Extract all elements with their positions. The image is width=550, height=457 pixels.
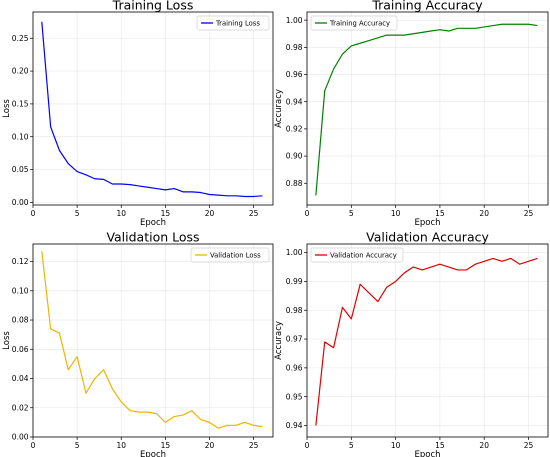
validation-accuracy-y-axis-label: Accuracy xyxy=(274,321,284,360)
training-loss-y-tick-label: 0.00 xyxy=(12,198,29,207)
training-loss-legend-box xyxy=(196,15,270,31)
training-loss-y-tick-label: 0.10 xyxy=(12,132,29,141)
training-accuracy-panel: 0 5 10 15 20 25 0.88 0.90 0.92 0.94 0.96 0.98 1.00 Tr… xyxy=(274,0,549,228)
validation-accuracy-x-tick-label: 25 xyxy=(524,441,534,450)
training-loss-series-line-training-loss xyxy=(41,21,263,198)
validation-accuracy-legend-label: Validation Accuracy xyxy=(330,251,397,259)
training-accuracy-x-tick-label: 15 xyxy=(435,209,445,218)
validation-accuracy-legend: Validation Accuracy xyxy=(310,247,404,263)
training-loss-x-tick-label: 10 xyxy=(116,209,126,218)
training-accuracy-y-axis-label: Accuracy xyxy=(274,89,284,128)
validation-loss-y-tick-label: 0.06 xyxy=(12,345,29,354)
training-loss-y-tick-label: 0.25 xyxy=(12,34,29,43)
training-accuracy-legend-label: Training Accuracy xyxy=(329,19,390,27)
validation-accuracy-legend-box xyxy=(310,247,404,263)
training-accuracy-legend-box xyxy=(310,15,398,31)
validation-loss-y-axis-label: Loss xyxy=(2,331,12,350)
validation-loss-y-tick-label: 0.10 xyxy=(12,286,29,295)
training-accuracy-y-tick-label: 1.00 xyxy=(286,16,303,25)
validation-accuracy-panel: 0 5 10 15 20 25 0.94 0.95 0.96 0.97 0.98 0.99 1.00 Va… xyxy=(274,230,549,457)
training-loss-y-axis-label: Loss xyxy=(2,99,12,118)
validation-accuracy-y-tick-label: 0.97 xyxy=(286,335,303,344)
validation-loss-x-tick-label: 15 xyxy=(161,441,171,450)
training-accuracy-x-tick-label: 10 xyxy=(391,209,401,218)
validation-accuracy-y-tick-label: 0.94 xyxy=(286,421,303,430)
training-loss-x-axis-label: Epoch xyxy=(140,218,166,228)
validation-accuracy-y-tick-label: 0.96 xyxy=(286,363,303,372)
training-accuracy-y-tick-label: 0.98 xyxy=(286,43,303,52)
validation-accuracy-y-tick-label: 0.98 xyxy=(286,306,303,315)
validation-accuracy-x-tick-label: 5 xyxy=(349,441,354,450)
validation-loss-x-tick-label: 25 xyxy=(249,441,259,450)
training-accuracy-y-tick-label: 0.96 xyxy=(286,70,303,79)
validation-loss-y-tick-label: 0.00 xyxy=(12,433,29,442)
validation-loss-panel: 0 5 10 15 20 25 0.00 0.02 0.04 0.06 0.08 0.10 0.12 Va… xyxy=(2,230,274,457)
validation-accuracy-axes-frame xyxy=(306,243,549,438)
validation-accuracy-x-tick-label: 10 xyxy=(391,441,401,450)
validation-accuracy-x-tick-label: 20 xyxy=(479,441,489,450)
validation-accuracy-y-tick-label: 0.99 xyxy=(286,277,303,286)
validation-accuracy-x-tick-label: 0 xyxy=(305,441,310,450)
training-accuracy-chart-title: Training Accuracy xyxy=(371,0,483,13)
validation-loss-axes-frame xyxy=(32,243,274,438)
validation-accuracy-plot-area xyxy=(307,244,548,437)
training-loss-x-tick-label: 25 xyxy=(249,209,259,218)
training-accuracy-y-tick-label: 0.90 xyxy=(286,152,303,161)
training-loss-panel: 0 5 10 15 20 25 0.00 0.05 0.10 0.15 0.20 0.25 Traini… xyxy=(2,0,274,228)
training-loss-chart-title: Training Loss xyxy=(112,0,194,13)
validation-loss-y-tick-label: 0.04 xyxy=(12,374,29,383)
training-loss-y-tick-label: 0.05 xyxy=(12,165,29,174)
training-accuracy-legend: Training Accuracy xyxy=(310,15,398,31)
validation-accuracy-x-axis-label: Epoch xyxy=(414,450,440,457)
validation-loss-y-tick-label: 0.12 xyxy=(12,257,29,266)
validation-loss-x-axis-label: Epoch xyxy=(140,450,166,457)
training-accuracy-x-axis-label: Epoch xyxy=(414,218,440,228)
validation-loss-x-tick-label: 0 xyxy=(31,441,36,450)
validation-loss-chart-title: Validation Loss xyxy=(106,230,199,245)
validation-accuracy-y-tick-label: 0.95 xyxy=(286,392,303,401)
validation-loss-series-line-validation-loss xyxy=(41,251,263,429)
training-accuracy-y-tick-label: 0.94 xyxy=(286,97,303,106)
validation-loss-x-tick-label: 10 xyxy=(116,441,126,450)
validation-accuracy-series-line-validation-accuracy xyxy=(315,257,538,426)
validation-loss-legend-box xyxy=(190,247,270,263)
validation-accuracy-x-tick-label: 15 xyxy=(435,441,445,450)
validation-loss-legend: Validation Loss xyxy=(190,247,270,263)
training-loss-plot-area xyxy=(33,12,273,205)
training-accuracy-x-tick-label: 0 xyxy=(305,209,310,218)
training-accuracy-x-tick-label: 20 xyxy=(479,209,489,218)
training-accuracy-axes-frame xyxy=(306,11,549,206)
training-loss-x-tick-label: 20 xyxy=(205,209,215,218)
training-loss-x-tick-label: 0 xyxy=(31,209,36,218)
validation-loss-x-tick-label: 5 xyxy=(75,441,80,450)
training-accuracy-x-tick-label: 25 xyxy=(524,209,534,218)
validation-accuracy-chart-title: Validation Accuracy xyxy=(366,230,489,245)
training-loss-x-tick-label: 15 xyxy=(161,209,171,218)
training-accuracy-x-tick-label: 5 xyxy=(349,209,354,218)
training-loss-y-tick-label: 0.20 xyxy=(12,67,29,76)
validation-loss-y-tick-label: 0.02 xyxy=(12,403,29,412)
validation-accuracy-y-tick-label: 1.00 xyxy=(286,248,303,257)
training-loss-y-tick-label: 0.15 xyxy=(12,100,29,109)
training-loss-x-tick-label: 5 xyxy=(75,209,80,218)
validation-loss-plot-area xyxy=(33,244,273,437)
training-loss-legend-label: Training Loss xyxy=(215,19,260,27)
training-loss-legend: Training Loss xyxy=(196,15,270,31)
training-loss-axes-frame xyxy=(32,11,274,206)
validation-loss-legend-label: Validation Loss xyxy=(210,251,261,259)
training-accuracy-series-line-training-accuracy xyxy=(315,23,538,196)
training-accuracy-y-tick-label: 0.88 xyxy=(286,179,303,188)
validation-loss-x-tick-label: 20 xyxy=(205,441,215,450)
training-accuracy-plot-area xyxy=(307,12,548,205)
training-accuracy-y-tick-label: 0.92 xyxy=(286,124,303,133)
validation-loss-y-tick-label: 0.08 xyxy=(12,316,29,325)
